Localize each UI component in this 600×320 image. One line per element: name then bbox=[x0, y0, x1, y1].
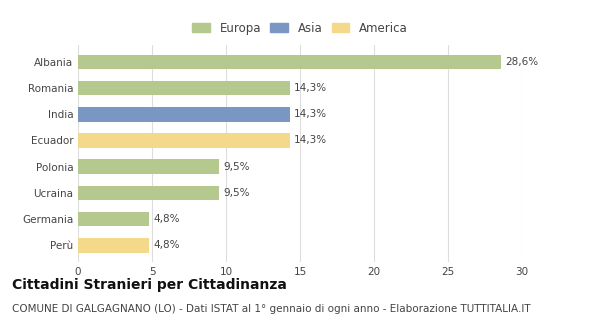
Bar bbox=[78, 238, 149, 252]
Bar bbox=[78, 212, 149, 226]
Bar bbox=[78, 186, 218, 200]
Text: 9,5%: 9,5% bbox=[223, 188, 250, 198]
Text: 14,3%: 14,3% bbox=[294, 109, 327, 119]
Bar bbox=[78, 133, 290, 148]
Bar bbox=[78, 159, 218, 174]
Text: Cittadini Stranieri per Cittadinanza: Cittadini Stranieri per Cittadinanza bbox=[12, 278, 287, 292]
Legend: Europa, Asia, America: Europa, Asia, America bbox=[193, 21, 407, 35]
Bar bbox=[78, 55, 501, 69]
Text: 9,5%: 9,5% bbox=[223, 162, 250, 172]
Text: 4,8%: 4,8% bbox=[154, 214, 180, 224]
Bar bbox=[78, 81, 290, 95]
Text: 14,3%: 14,3% bbox=[294, 135, 327, 146]
Text: 4,8%: 4,8% bbox=[154, 240, 180, 250]
Text: 28,6%: 28,6% bbox=[506, 57, 539, 67]
Bar bbox=[78, 107, 290, 122]
Text: COMUNE DI GALGAGNANO (LO) - Dati ISTAT al 1° gennaio di ogni anno - Elaborazione: COMUNE DI GALGAGNANO (LO) - Dati ISTAT a… bbox=[12, 304, 530, 314]
Text: 14,3%: 14,3% bbox=[294, 83, 327, 93]
